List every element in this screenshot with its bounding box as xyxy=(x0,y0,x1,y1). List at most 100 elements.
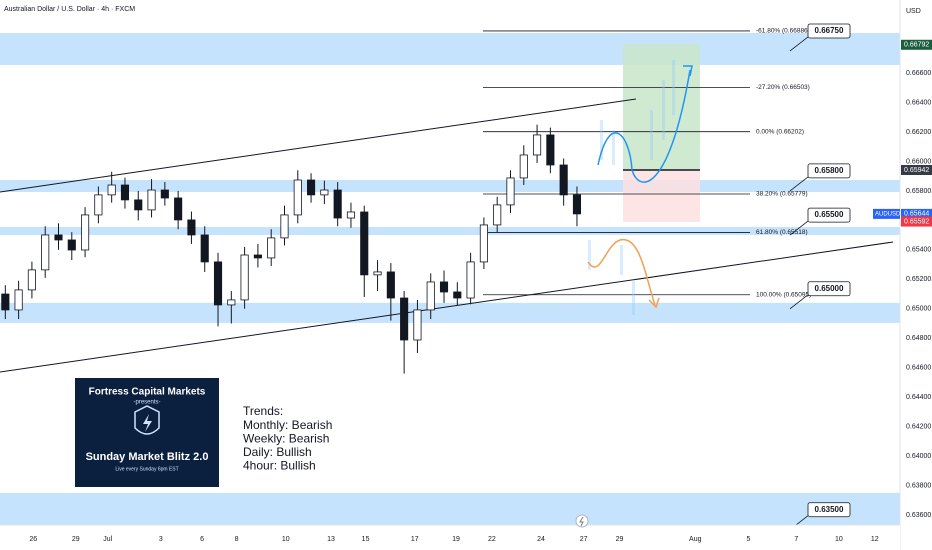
x-tick-label: Jul xyxy=(103,536,112,543)
ghost-bar xyxy=(588,240,591,270)
bull-path xyxy=(597,69,691,183)
callout-box xyxy=(807,163,851,179)
candle-body xyxy=(493,204,502,226)
promo-brand: Fortress Capital Markets xyxy=(89,387,206,398)
x-tick-label: 24 xyxy=(537,536,545,543)
x-tick-label: 3 xyxy=(159,536,163,543)
y-tick-label: 0.65000 xyxy=(906,306,931,313)
fib-label: 38.20% (0.65779) xyxy=(756,191,808,198)
x-tick-label: 7 xyxy=(794,536,798,543)
candle-body xyxy=(187,219,196,236)
callout-box xyxy=(807,502,851,518)
candle-body xyxy=(360,211,369,276)
candle-body xyxy=(333,189,342,219)
y-tick-label: 0.64600 xyxy=(906,365,931,372)
x-tick-label: 13 xyxy=(327,536,335,543)
candle-body xyxy=(41,234,50,271)
price-tag-label: 0.65644 xyxy=(904,211,929,218)
candle-body xyxy=(160,189,169,199)
ghost-bar xyxy=(620,245,623,275)
callout-leader xyxy=(789,294,809,310)
symbol-tag xyxy=(873,208,900,219)
price-tag xyxy=(901,216,932,227)
candle-body xyxy=(413,309,422,341)
callout-label: 0.65000 xyxy=(815,284,844,293)
ghost-bar xyxy=(632,280,635,315)
price-axis xyxy=(900,0,932,550)
zone xyxy=(0,492,900,526)
candle-body xyxy=(67,239,76,251)
x-tick-label: 27 xyxy=(580,536,588,543)
y-tick-label: 0.65800 xyxy=(906,188,931,195)
ghost-bar xyxy=(612,130,615,165)
callout-leader xyxy=(789,220,809,236)
x-tick-label: 10 xyxy=(282,536,290,543)
candle-body xyxy=(373,271,382,276)
channel-upper xyxy=(0,98,637,193)
callout-label: 0.65800 xyxy=(815,166,844,175)
callout-label: 0.66750 xyxy=(815,26,844,35)
candle-body xyxy=(200,234,209,263)
candle-body xyxy=(213,261,223,306)
promo-show: Sunday Market Blitz 2.0 xyxy=(86,451,209,463)
x-tick-label: 15 xyxy=(362,536,370,543)
price-tag-label: 0.65592 xyxy=(904,218,929,225)
candle-body xyxy=(506,177,515,206)
x-tick-label: 5 xyxy=(746,536,750,543)
candle-body xyxy=(267,237,276,259)
candle-body xyxy=(27,269,36,291)
symbol-title: Australian Dollar / U.S. Dollar · 4h · F… xyxy=(4,6,135,13)
callout-leader xyxy=(789,36,809,52)
callout-box xyxy=(807,23,851,39)
projection-bars xyxy=(588,60,675,315)
y-tick-label: 0.64800 xyxy=(906,335,931,342)
candle-body xyxy=(81,214,90,251)
zone xyxy=(0,32,900,65)
candle-body xyxy=(1,293,10,311)
callout-leader xyxy=(789,176,809,192)
candle-body xyxy=(453,291,462,299)
channel-lower xyxy=(0,241,894,373)
trends-heading: Trends: xyxy=(243,404,283,418)
candle-body xyxy=(519,154,528,179)
events-icon[interactable] xyxy=(575,514,589,528)
ghost-bar xyxy=(600,120,603,160)
fib-label: 0.00% (0.66202) xyxy=(756,128,804,135)
price-tag-label: 0.65942 xyxy=(904,167,929,174)
fib-label: 61.80% (0.65518) xyxy=(756,229,808,236)
bull-arrowhead xyxy=(683,65,693,77)
callout-label: 0.65500 xyxy=(815,210,844,219)
y-tick-label: 0.64400 xyxy=(906,394,931,401)
trend-line: Daily: Bullish xyxy=(243,445,312,459)
callout-label: 0.63500 xyxy=(815,505,844,514)
y-tick-label: 0.64000 xyxy=(906,453,931,460)
long-target xyxy=(623,44,700,170)
x-tick-label: 10 xyxy=(835,536,843,543)
x-tick-label: 12 xyxy=(871,536,879,543)
candle-body xyxy=(293,179,302,216)
candle-body xyxy=(227,299,236,306)
candle-body xyxy=(439,281,449,293)
candle-body xyxy=(240,254,249,301)
trend-line: 4hour: Bullish xyxy=(243,459,316,473)
fib-label: -61.80% (0.66886) xyxy=(756,28,810,35)
fib: -61.80% (0.66886) -27.20% (0.66503) 0.00% … xyxy=(483,28,811,298)
candle-body xyxy=(107,184,116,196)
zone xyxy=(0,302,900,323)
candle-body xyxy=(426,281,435,311)
y-tick-label: 0.66000 xyxy=(906,158,931,165)
candle-body xyxy=(546,134,555,166)
candle-body xyxy=(346,211,356,219)
events-bolt xyxy=(579,516,584,527)
shield-icon xyxy=(134,405,160,435)
candle-body xyxy=(147,189,156,211)
candle-body xyxy=(94,194,103,216)
x-tick-label: 8 xyxy=(235,536,239,543)
currency-label: USD xyxy=(906,8,921,15)
candle-body xyxy=(559,164,568,196)
price-tag xyxy=(901,164,932,175)
candle-body xyxy=(479,224,488,263)
bear-arrowhead xyxy=(648,297,660,309)
